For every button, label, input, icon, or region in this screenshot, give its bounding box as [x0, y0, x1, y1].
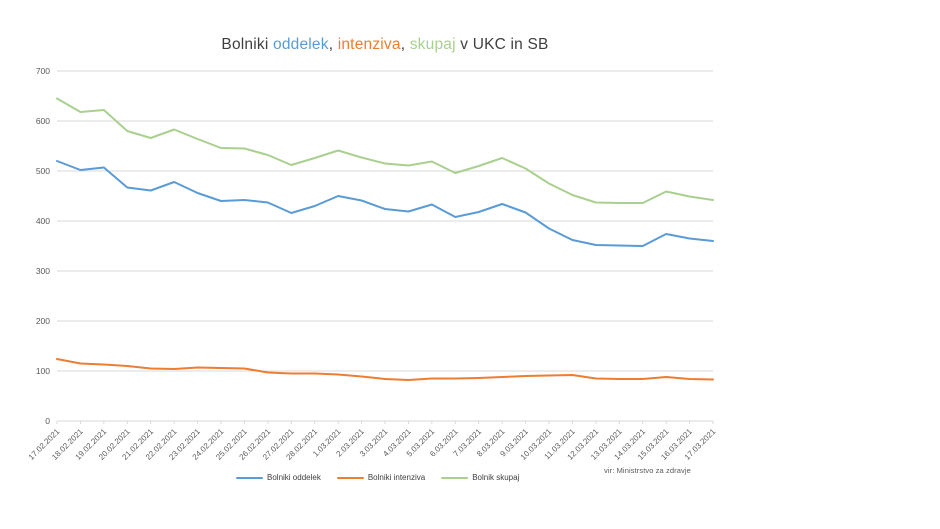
y-axis-tick-label: 400	[36, 216, 50, 226]
legend-line-marker	[441, 476, 469, 479]
chart-title-part: skupaj	[409, 36, 456, 53]
chart-title-part: v UKC in SB	[455, 36, 549, 53]
source-note: vir: Ministrstvo za zdravje	[604, 466, 691, 475]
chart-title-part: Bolniki	[221, 36, 273, 53]
legend-label: Bolniki intenziva	[367, 473, 426, 482]
chart-legend: Bolniki oddelek Bolniki intenziva Bolnik s…	[236, 473, 519, 482]
legend-label: Bolniki oddelek	[267, 473, 321, 482]
series-line-bolniki-oddelek	[56, 160, 714, 247]
y-axis-tick-label: 500	[36, 166, 50, 176]
legend-item: Bolniki oddelek	[236, 473, 321, 482]
legend-item: Bolniki intenziva	[336, 473, 426, 482]
y-axis-tick-label: 100	[36, 366, 50, 376]
y-axis-tick-label: 600	[36, 116, 50, 126]
legend-line-marker	[236, 476, 263, 479]
chart-title-part: ,	[328, 36, 338, 53]
chart-title-part: intenziva	[337, 36, 401, 53]
chart-title-part: oddelek	[273, 36, 329, 53]
y-axis-tick-label: 200	[36, 316, 50, 326]
legend-line-marker	[336, 476, 364, 479]
legend-item: Bolnik skupaj	[441, 473, 519, 482]
y-axis-tick-label: 300	[36, 266, 50, 276]
chart-title-part: ,	[400, 36, 410, 53]
series-line-bolniki-intenziva	[56, 358, 714, 381]
series-line-bolnik-skupaj	[56, 97, 714, 204]
legend-label: Bolnik skupaj	[472, 473, 520, 482]
chart-title: Bolniki oddelek, intenziva, skupaj v UKC…	[57, 36, 713, 54]
y-axis-tick-label: 700	[36, 66, 50, 76]
y-axis-tick-label: 0	[45, 416, 50, 426]
